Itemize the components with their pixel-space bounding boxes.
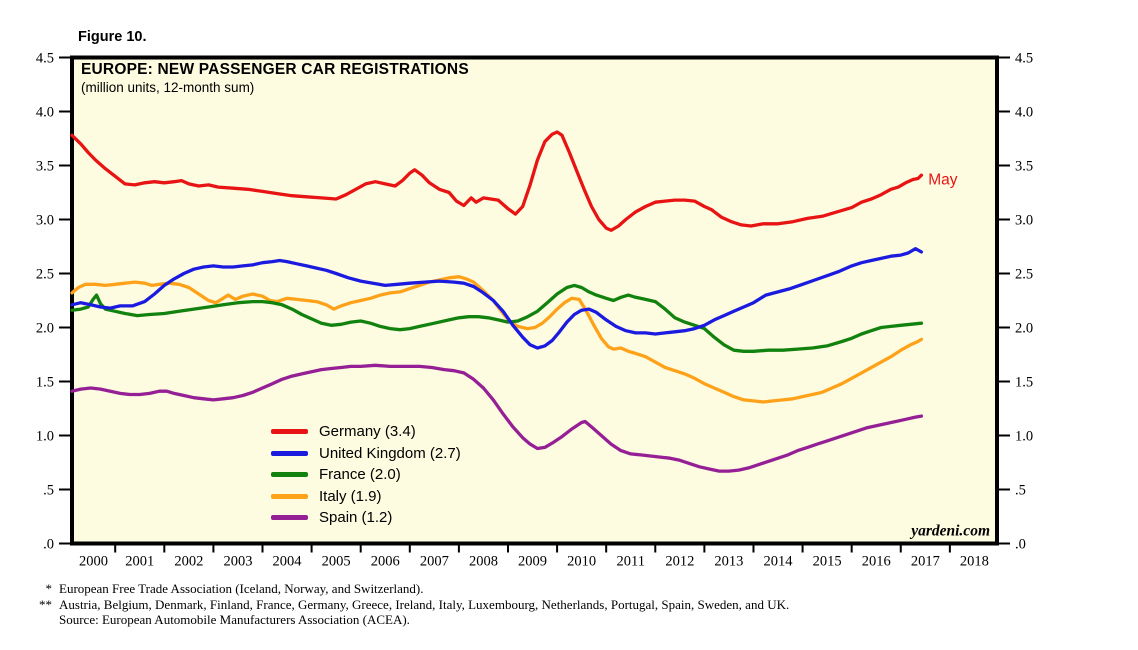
x-axis-label: 2009 <box>518 554 547 570</box>
x-axis-label: 2004 <box>273 554 303 570</box>
series-line-united-kingdom <box>70 247 924 350</box>
plot-area <box>70 55 999 546</box>
footnote-eu-countries: ** Austria, Belgium, Denmark, Finland, F… <box>26 597 1106 613</box>
y-axis-label-right: 2.5 <box>1015 267 1033 283</box>
x-axis-label: 2006 <box>371 554 400 570</box>
y-axis-label-right: 2.0 <box>1015 321 1033 337</box>
y-axis-label-left: 3.5 <box>36 159 54 175</box>
series-line-france <box>70 283 924 353</box>
series-line-germany <box>70 130 924 232</box>
footnote-marker: ** <box>39 596 52 612</box>
y-axis-label-left: 3.0 <box>36 213 54 229</box>
legend-item-united-kingdom: United Kingdom (2.7) <box>271 443 461 465</box>
y-axis-label-right: 1.0 <box>1015 429 1033 445</box>
x-axis-label: 2018 <box>960 554 989 570</box>
footnotes: * European Free Trade Association (Icela… <box>26 581 1106 628</box>
footnote-source: Source: European Automobile Manufacturer… <box>26 612 1106 628</box>
legend-swatch-united-kingdom <box>271 450 308 456</box>
legend-swatch-france <box>271 472 308 478</box>
x-axis-label: 2016 <box>862 554 891 570</box>
x-axis-label: 2002 <box>174 554 203 570</box>
x-axis-label: 2015 <box>813 554 842 570</box>
legend-swatch-germany <box>271 429 308 435</box>
y-axis-label-left: 1.0 <box>36 429 54 445</box>
chart-title-block: EUROPE: NEW PASSENGER CAR REGISTRATIONS … <box>81 61 469 95</box>
footnote-marker: * <box>45 581 53 596</box>
footnote-marker <box>26 612 52 628</box>
legend-item-france: France (2.0) <box>271 464 461 486</box>
figure-label: Figure 10. <box>78 29 147 45</box>
x-axis-label: 2007 <box>420 554 449 570</box>
y-axis-label-right: 3.5 <box>1015 159 1033 175</box>
footnote-text: Source: European Automobile Manufacturer… <box>59 612 410 627</box>
legend-label-united-kingdom: United Kingdom (2.7) <box>319 444 461 462</box>
chart-subtitle: (million units, 12-month sum) <box>81 80 255 95</box>
y-axis-label-right: .5 <box>1015 483 1026 499</box>
legend-swatch-spain <box>271 515 308 521</box>
y-axis-label-left: 2.0 <box>36 321 54 337</box>
x-axis-label: 2013 <box>714 554 743 570</box>
y-axis-label-left: 2.5 <box>36 267 54 283</box>
legend-item-germany: Germany (3.4) <box>271 421 461 443</box>
legend-swatch-italy <box>271 493 308 499</box>
x-axis-label: 2003 <box>223 554 252 570</box>
x-axis-label: 2008 <box>469 554 498 570</box>
legend-label-germany: Germany (3.4) <box>319 423 416 441</box>
legend-label-france: France (2.0) <box>319 466 401 484</box>
legend-label-italy: Italy (1.9) <box>319 487 382 505</box>
legend-item-italy: Italy (1.9) <box>271 486 461 508</box>
y-axis-label-right: 4.5 <box>1015 51 1033 67</box>
y-axis-label-left: .0 <box>43 537 54 553</box>
series-line-spain <box>70 363 924 473</box>
watermark: yardeni.com <box>909 523 990 540</box>
footnote-text: Austria, Belgium, Denmark, Finland, Fran… <box>59 596 790 612</box>
x-axis-label: 2017 <box>911 554 940 570</box>
x-axis-label: 2005 <box>322 554 351 570</box>
y-axis-label-left: .5 <box>43 483 54 499</box>
y-axis-label-left: 1.5 <box>36 375 54 391</box>
y-axis-label-left: 4.0 <box>36 105 54 121</box>
x-axis-label: 2012 <box>665 554 694 570</box>
legend-label-spain: Spain (1.2) <box>319 509 393 527</box>
annotation-last-month: May <box>928 172 958 189</box>
x-axis-label: 2011 <box>616 554 644 570</box>
y-axis-label-right: 4.0 <box>1015 105 1033 121</box>
footnote-text: European Free Trade Association (Iceland… <box>59 581 424 596</box>
x-axis-label: 2000 <box>79 554 108 570</box>
y-axis-label-left: 4.5 <box>36 51 54 67</box>
footnote-efta: * European Free Trade Association (Icela… <box>26 581 1106 597</box>
y-axis-label-right: 3.0 <box>1015 213 1033 229</box>
x-axis-label: 2014 <box>764 554 794 570</box>
chart-title: EUROPE: NEW PASSENGER CAR REGISTRATIONS <box>81 61 469 78</box>
legend: Germany (3.4) United Kingdom (2.7) Franc… <box>271 421 461 529</box>
legend-item-spain: Spain (1.2) <box>271 507 461 529</box>
x-axis-label: 2010 <box>567 554 596 570</box>
y-axis-label-right: 1.5 <box>1015 375 1033 391</box>
y-axis-label-right: .0 <box>1015 537 1026 553</box>
x-axis-label: 2001 <box>125 554 154 570</box>
